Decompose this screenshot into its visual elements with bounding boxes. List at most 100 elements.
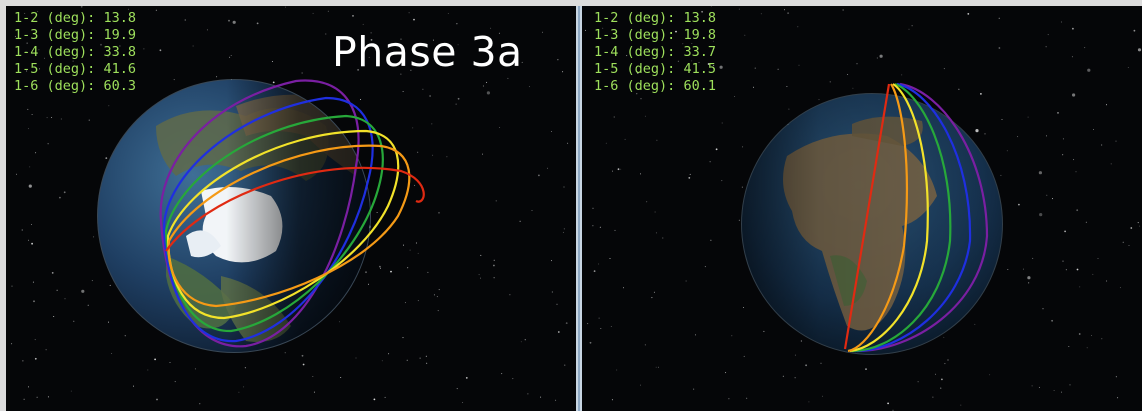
readout-line: 1-6 (deg): 60.1 — [594, 78, 716, 94]
star — [805, 364, 807, 367]
star — [47, 396, 49, 398]
star — [27, 108, 29, 110]
star — [1062, 154, 1064, 156]
star — [44, 57, 45, 59]
right-3d-viewport[interactable]: 1-2 (deg): 13.8 1-3 (deg): 19.8 1-4 (deg… — [582, 6, 1142, 411]
star — [400, 38, 402, 40]
star — [1038, 386, 1040, 388]
star — [184, 19, 186, 21]
star — [80, 6, 83, 8]
star — [1076, 209, 1079, 212]
star — [31, 242, 33, 245]
star — [38, 49, 40, 51]
orbit-ring-5 — [847, 83, 908, 353]
star — [917, 381, 919, 383]
star — [1128, 245, 1130, 246]
star — [244, 367, 246, 369]
star — [109, 284, 111, 286]
star — [390, 270, 392, 273]
star — [1065, 269, 1067, 271]
star — [1101, 144, 1103, 146]
earth-globe-arctic-view-icon — [97, 79, 371, 353]
star — [1106, 280, 1108, 282]
star — [33, 300, 35, 303]
star — [457, 44, 459, 46]
star — [636, 71, 639, 74]
viewport-divider[interactable] — [576, 6, 582, 411]
star — [1137, 48, 1142, 52]
readout-line: 1-4 (deg): 33.7 — [594, 44, 716, 60]
star — [230, 55, 232, 56]
star — [51, 272, 54, 274]
star — [1028, 282, 1030, 284]
star — [301, 354, 304, 357]
star — [1064, 230, 1066, 233]
star — [636, 93, 638, 95]
star — [100, 43, 102, 46]
star — [1078, 333, 1081, 335]
star — [712, 40, 714, 42]
star — [1018, 203, 1020, 206]
star — [513, 46, 515, 48]
star — [357, 69, 359, 71]
star — [563, 186, 565, 188]
star — [482, 85, 484, 87]
star — [1101, 338, 1103, 340]
star — [108, 105, 110, 107]
star — [486, 91, 490, 95]
star — [738, 8, 740, 10]
orbit-ring-6 — [165, 166, 425, 252]
star — [105, 157, 108, 160]
star — [285, 6, 286, 8]
star — [1047, 34, 1049, 36]
star — [640, 384, 641, 386]
star — [422, 88, 424, 90]
orbit-ring-2 — [854, 82, 972, 353]
star — [734, 96, 736, 97]
star — [1022, 268, 1024, 270]
star — [975, 129, 979, 133]
star — [124, 335, 126, 337]
star — [31, 114, 33, 115]
star — [417, 252, 419, 254]
star — [402, 91, 404, 92]
star — [685, 280, 687, 282]
star — [754, 67, 756, 69]
star — [763, 330, 765, 332]
star — [32, 281, 34, 283]
left-3d-viewport[interactable]: 1-2 (deg): 13.8 1-3 (deg): 19.9 1-4 (deg… — [6, 6, 576, 411]
star — [610, 326, 612, 327]
star — [133, 385, 134, 387]
right-globe-scene[interactable] — [582, 6, 1142, 411]
orbit-ring-1 — [856, 82, 989, 353]
star — [675, 30, 677, 33]
star — [704, 266, 706, 268]
star — [527, 393, 529, 395]
star — [1072, 93, 1076, 97]
left-globe-scene[interactable] — [6, 6, 576, 411]
star — [173, 79, 175, 81]
star — [482, 153, 483, 155]
star — [710, 6, 712, 7]
orbit-ring-2 — [162, 96, 374, 343]
star — [370, 39, 373, 41]
star — [312, 12, 314, 14]
star — [1115, 376, 1117, 378]
star — [1072, 27, 1074, 30]
star — [28, 386, 29, 388]
star — [662, 237, 664, 239]
star — [542, 31, 543, 33]
star — [21, 229, 23, 231]
star — [169, 362, 171, 363]
star — [651, 297, 653, 299]
star — [567, 142, 569, 144]
star — [540, 396, 542, 398]
star — [427, 271, 429, 273]
star — [88, 119, 90, 121]
star — [911, 25, 913, 27]
star — [1031, 385, 1033, 387]
star — [271, 61, 273, 62]
star — [63, 191, 66, 194]
star — [808, 401, 810, 403]
star — [478, 274, 480, 276]
